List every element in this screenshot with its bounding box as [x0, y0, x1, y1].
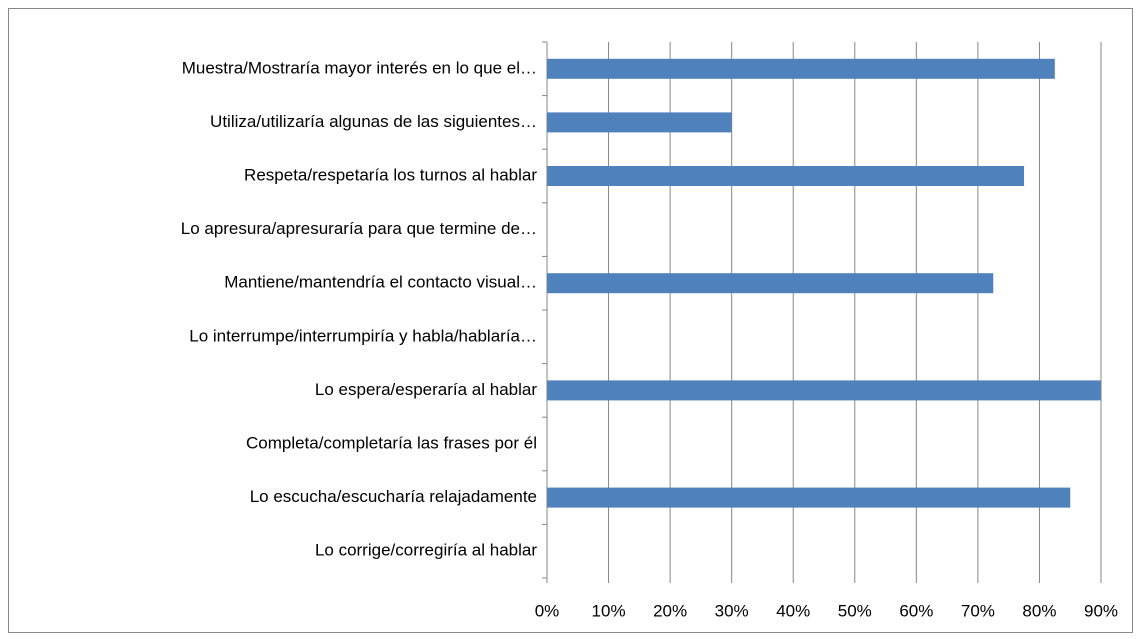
- x-tick-label: 70%: [961, 601, 995, 620]
- bar: [547, 58, 1055, 79]
- chart-border: [8, 8, 1133, 633]
- bar: [547, 166, 1025, 186]
- x-tick-label: 0%: [535, 601, 560, 620]
- y-tick-label: Muestra/Mostraría mayor interés en lo qu…: [182, 58, 537, 77]
- y-tick-label: Mantiene/mantendría el contacto visual…: [224, 273, 537, 292]
- y-tick-label: Lo apresura/apresuraría para que termine…: [181, 219, 537, 238]
- y-tick-label: Lo espera/esperaría al hablar: [315, 380, 537, 399]
- y-tick-label: Lo interrumpe/interrumpiría y habla/habl…: [189, 326, 537, 345]
- x-tick-label: 50%: [838, 601, 872, 620]
- bar: [547, 273, 994, 294]
- y-tick-label: Utiliza/utilizaría algunas de las siguie…: [210, 112, 537, 131]
- x-tick-label: 20%: [653, 601, 687, 620]
- y-tick-label: Lo escucha/escucharía relajadamente: [250, 487, 537, 506]
- x-tick-label: 10%: [592, 601, 626, 620]
- y-tick-label: Respeta/respetaría los turnos al hablar: [244, 165, 537, 184]
- bar: [547, 380, 1101, 401]
- bar: [547, 112, 732, 133]
- x-tick-label: 40%: [776, 601, 810, 620]
- y-tick-label: Lo corrige/corregiría al hablar: [315, 541, 537, 560]
- x-tick-label: 60%: [899, 601, 933, 620]
- bar: [547, 487, 1071, 508]
- y-tick-label: Completa/completaría las frases por él: [246, 433, 537, 452]
- x-tick-label: 90%: [1084, 601, 1118, 620]
- x-tick-label: 80%: [1022, 601, 1056, 620]
- x-tick-label: 30%: [715, 601, 749, 620]
